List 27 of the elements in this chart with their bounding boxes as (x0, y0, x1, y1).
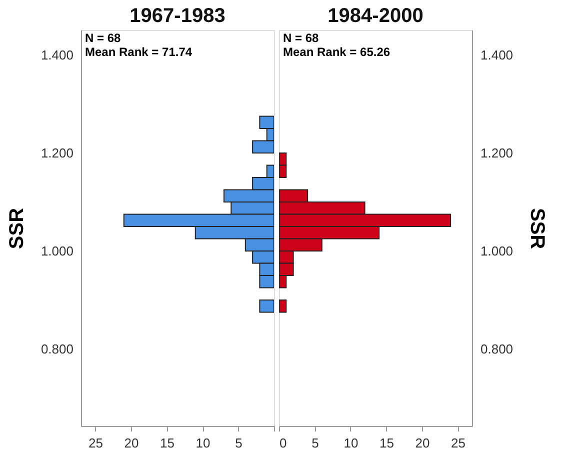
annotation: Mean Rank = 71.74 (85, 45, 192, 59)
y-axis-title: SSR (6, 207, 28, 250)
x-tick-label: 10 (344, 436, 358, 450)
y-tick-label: 0.800 (480, 342, 514, 357)
x-tick-label: 15 (379, 436, 394, 450)
y-tick-label: 0.800 (40, 342, 74, 357)
y-tick-label: 1.200 (40, 146, 74, 161)
y-tick-label: 1.000 (40, 244, 74, 259)
y-tick-label: 1.400 (40, 47, 74, 62)
x-tick-label: 25 (450, 436, 466, 450)
y-axis-title: SSR (526, 208, 548, 250)
chart-title: 1967-1983 (130, 5, 226, 27)
x-tick-label: 20 (415, 436, 430, 450)
y-tick-label: 1.400 (480, 47, 514, 62)
annotation: Mean Rank = 65.26 (283, 45, 390, 59)
x-tick-label: 20 (124, 436, 139, 450)
x-tick-label: 10 (196, 436, 210, 450)
y-tick-label: 1.000 (480, 244, 514, 259)
x-tick-label: 5 (235, 436, 242, 450)
x-tick-label: 15 (160, 436, 175, 450)
chart-title: 1984-2000 (328, 5, 424, 27)
x-tick-label: 5 (312, 436, 319, 450)
annotation: N = 68 (283, 31, 320, 45)
x-tick-label: 25 (88, 436, 104, 450)
x-tick-label: 0 (280, 436, 287, 450)
y-tick-label: 1.200 (480, 146, 514, 161)
annotation: N = 68 (85, 31, 122, 45)
